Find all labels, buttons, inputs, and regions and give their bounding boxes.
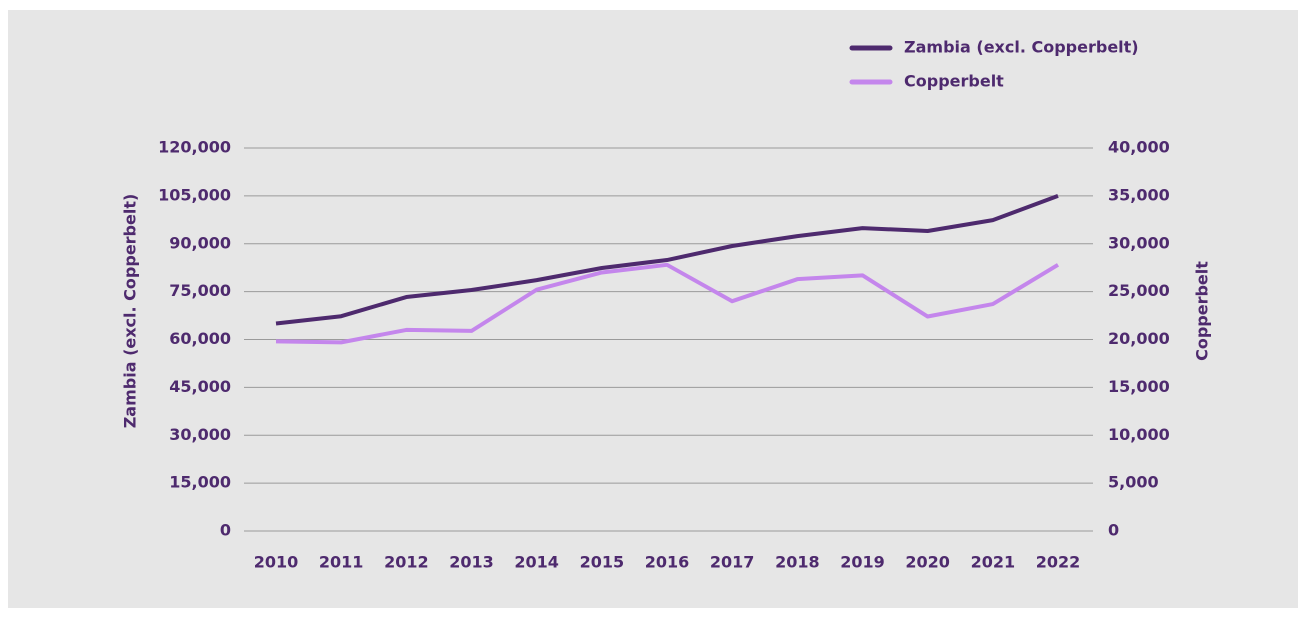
- x-tick-label: 2018: [775, 553, 820, 572]
- y-tick-label: 30,000: [169, 425, 231, 444]
- y2-tick-label: 0: [1108, 521, 1119, 540]
- x-tick-label: 2010: [254, 553, 299, 572]
- x-tick-label: 2014: [514, 553, 559, 572]
- y2-tick-label: 5,000: [1108, 473, 1159, 492]
- line-series: [275, 194, 1059, 326]
- x-tick-label: 2017: [710, 553, 755, 572]
- x-tick-label: 2022: [1036, 553, 1081, 572]
- legend-label: Copperbelt: [904, 72, 1004, 91]
- y-tick-label: 90,000: [169, 233, 231, 252]
- y2-tick-label: 40,000: [1108, 138, 1170, 157]
- y-tick-label: 45,000: [169, 377, 231, 396]
- x-tick-label: 2011: [319, 553, 364, 572]
- y-tick-label: 15,000: [169, 473, 231, 492]
- y2-axis-label: Copperbelt: [1193, 261, 1212, 361]
- x-tick-label: 2019: [840, 553, 885, 572]
- x-tick-label: 2015: [580, 553, 625, 572]
- y-tick-label: 75,000: [169, 281, 231, 300]
- y2-tick-label: 10,000: [1108, 425, 1170, 444]
- x-tick-label: 2013: [449, 553, 494, 572]
- y2-tick-label: 25,000: [1108, 281, 1170, 300]
- y2-tick-label: 35,000: [1108, 185, 1170, 204]
- y2-tick-label: 30,000: [1108, 233, 1170, 252]
- x-tick-label: 2020: [905, 553, 950, 572]
- x-tick-label: 2012: [384, 553, 429, 572]
- x-tick-label: 2021: [971, 553, 1016, 572]
- y-tick-label: 105,000: [158, 185, 231, 204]
- line-series: [275, 262, 1060, 345]
- y-tick-label: 60,000: [169, 329, 231, 348]
- panel: [8, 10, 1298, 608]
- y2-tick-label: 15,000: [1108, 377, 1170, 396]
- y-axis-label: Zambia (excl. Copperbelt): [121, 194, 140, 429]
- y2-tick-label: 20,000: [1108, 329, 1170, 348]
- y-tick-label: 120,000: [158, 138, 231, 157]
- y-tick-label: 0: [220, 521, 231, 540]
- legend-label: Zambia (excl. Copperbelt): [904, 38, 1139, 57]
- x-tick-label: 2016: [645, 553, 690, 572]
